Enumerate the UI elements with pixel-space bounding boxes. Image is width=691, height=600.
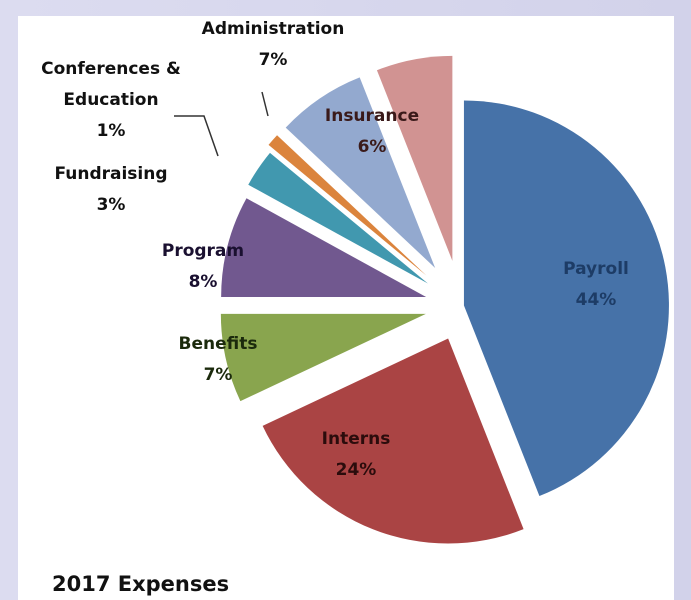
chart-title: 2017 Expenses [52, 572, 230, 596]
slice-name-fundraising: Fundraising [54, 164, 167, 184]
slice-name-interns: Interns [322, 429, 391, 449]
slice-name-conferences-education: Conferences & [41, 59, 181, 79]
pie-slice-insurance [376, 55, 453, 261]
slice-name-payroll: Payroll [563, 259, 629, 279]
slice-label-payroll: Payroll 44% [563, 259, 629, 310]
slice-label-conferences-education: Conferences & Education 1% [41, 59, 181, 141]
slice-value-conferences-education: 1% [97, 121, 126, 141]
slice-value-fundraising: 3% [97, 195, 126, 215]
slice-value-program: 8% [189, 272, 218, 292]
slice-value-payroll: 44% [576, 290, 617, 310]
slice-name-conferences-education: Education [63, 90, 158, 110]
slice-label-administration: Administration 7% [202, 19, 345, 70]
slice-label-insurance: Insurance 6% [325, 106, 419, 157]
slice-name-benefits: Benefits [179, 334, 258, 354]
pie-slice-program [221, 198, 427, 298]
chart-panel: Payroll 44% Interns 24% Benefits 7% Program 8% F… [18, 16, 674, 600]
pie-slice-conferences-education [268, 135, 427, 276]
pie-slice-fundraising [248, 152, 428, 284]
slice-label-interns: Interns 24% [322, 429, 391, 480]
pie-slice-interns [262, 338, 524, 544]
slice-label-fundraising: Fundraising 3% [54, 164, 167, 215]
pie-chart: Payroll 44% Interns 24% Benefits 7% Program 8% F… [41, 19, 669, 544]
slice-labels: Payroll 44% Interns 24% Benefits 7% Program 8% F… [41, 19, 629, 480]
leader-line-administration [261, 91, 269, 117]
slice-value-administration: 7% [259, 50, 288, 70]
slice-label-program: Program 8% [162, 241, 244, 292]
slice-name-administration: Administration [202, 19, 345, 39]
pie-slice-administration [285, 77, 436, 268]
slice-name-program: Program [162, 241, 244, 261]
slice-value-insurance: 6% [358, 137, 387, 157]
pie-slices [220, 55, 669, 544]
slice-value-benefits: 7% [204, 365, 233, 385]
slice-value-interns: 24% [336, 460, 377, 480]
leader-lines [174, 91, 269, 157]
pie-slice-benefits [220, 313, 426, 402]
leader-line-conferences-education [174, 115, 219, 157]
slice-label-benefits: Benefits 7% [179, 334, 258, 385]
slice-name-insurance: Insurance [325, 106, 419, 126]
pie-slice-payroll [463, 100, 669, 497]
